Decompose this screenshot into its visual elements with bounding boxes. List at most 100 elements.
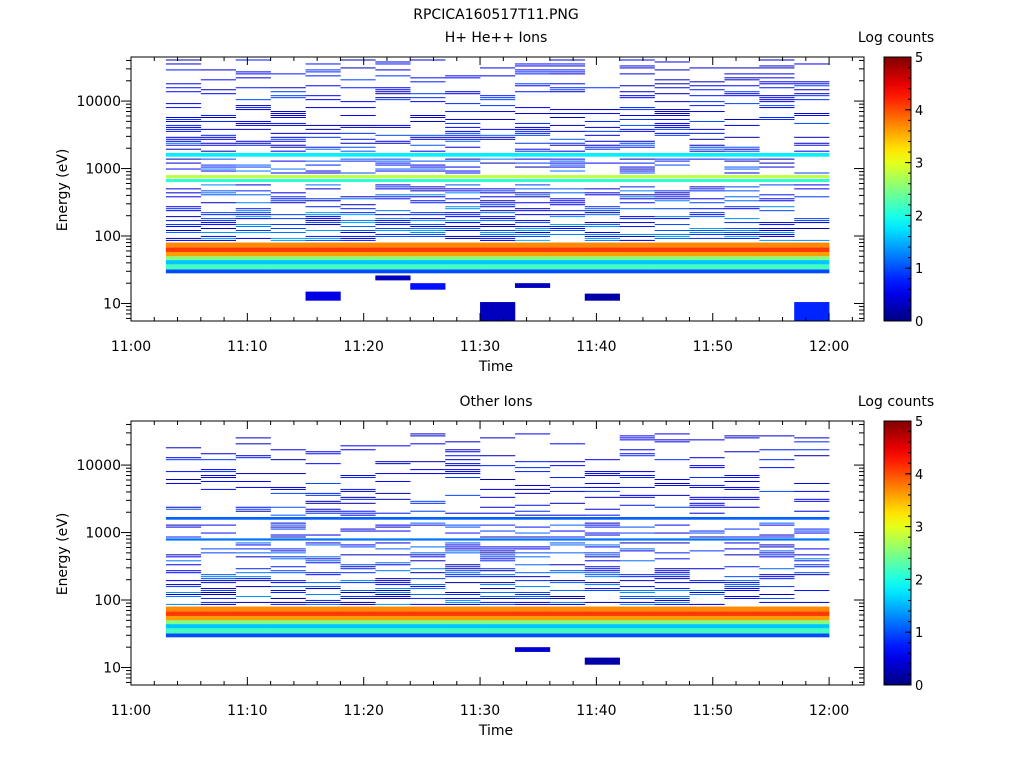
sparse-cell bbox=[619, 95, 655, 97]
band-cell bbox=[724, 152, 760, 157]
sparse-cell bbox=[235, 107, 271, 109]
sparse-cell bbox=[514, 231, 551, 233]
sparse-cell bbox=[480, 196, 516, 198]
sparse-cell bbox=[619, 235, 655, 237]
sparse-cell bbox=[480, 603, 516, 605]
sparse-cell bbox=[165, 231, 202, 233]
sparse-cell bbox=[340, 490, 376, 492]
sparse-cell bbox=[445, 477, 481, 479]
sparse-cell bbox=[480, 233, 516, 235]
colorbar-scale bbox=[883, 420, 912, 686]
band-cell bbox=[480, 538, 516, 541]
sparse-cell bbox=[794, 220, 830, 222]
sparse-cell bbox=[654, 576, 690, 578]
sparse-cell bbox=[689, 506, 725, 508]
sparse-cell bbox=[480, 592, 516, 594]
sparse-cell bbox=[619, 140, 655, 142]
sparse-cell bbox=[480, 588, 516, 590]
band-cell bbox=[410, 615, 446, 621]
sparse-cell bbox=[375, 570, 411, 572]
band-cell bbox=[654, 152, 690, 157]
x-tick-label: 11:10 bbox=[227, 339, 267, 355]
sparse-cell bbox=[689, 228, 725, 230]
sparse-cell bbox=[654, 69, 690, 71]
band-cell bbox=[410, 178, 446, 183]
sparse-cell bbox=[514, 514, 551, 516]
sparse-cell bbox=[410, 231, 446, 233]
sparse-cell bbox=[689, 603, 725, 605]
band-cell bbox=[445, 260, 481, 265]
band-cell bbox=[165, 606, 202, 612]
sparse-cell bbox=[619, 216, 655, 218]
sparse-cell bbox=[270, 111, 306, 113]
sparse-cell bbox=[654, 200, 690, 202]
sparse-cell bbox=[340, 568, 376, 570]
colorbar-tick-label: 4 bbox=[915, 468, 923, 483]
sparse-cell bbox=[794, 142, 830, 144]
sparse-cell bbox=[549, 113, 586, 115]
sparse-cell bbox=[794, 93, 830, 95]
band-cell bbox=[410, 516, 446, 520]
sparse-cell bbox=[584, 109, 620, 111]
sparse-cell bbox=[724, 73, 760, 75]
band-cell bbox=[549, 264, 586, 270]
band-cell bbox=[549, 175, 586, 179]
band-cell bbox=[305, 260, 341, 265]
band-cell bbox=[584, 516, 620, 520]
sparse-cell bbox=[584, 120, 620, 122]
band-cell bbox=[759, 264, 795, 270]
sparse-cell bbox=[270, 566, 306, 568]
sparse-cell bbox=[340, 502, 376, 504]
sparse-cell bbox=[445, 126, 481, 128]
sparse-cell bbox=[375, 498, 411, 500]
sparse-cell bbox=[235, 142, 271, 144]
band-cell bbox=[794, 269, 830, 274]
sparse-cell bbox=[305, 542, 341, 544]
sparse-cell bbox=[654, 237, 690, 239]
band-cell bbox=[410, 260, 446, 265]
sparse-cell bbox=[654, 208, 690, 210]
band-cell bbox=[759, 620, 795, 625]
sparse-cell bbox=[549, 83, 586, 85]
sparse-cell bbox=[410, 220, 446, 222]
sparse-cell bbox=[235, 508, 271, 510]
sparse-cell bbox=[270, 582, 306, 584]
sparse-cell bbox=[270, 146, 306, 148]
sparse-cell bbox=[514, 184, 551, 186]
sparse-cell bbox=[375, 218, 411, 220]
sparse-cell bbox=[619, 494, 655, 496]
sparse-cell bbox=[689, 101, 725, 103]
sparse-cell bbox=[480, 190, 516, 192]
sparse-cell bbox=[340, 544, 376, 546]
band-cell bbox=[480, 633, 516, 638]
sparse-cell bbox=[794, 455, 830, 457]
sparse-cell bbox=[305, 75, 341, 77]
sparse-cell bbox=[235, 105, 271, 107]
band-cell bbox=[759, 516, 795, 520]
band-cell bbox=[689, 242, 725, 248]
sparse-cell bbox=[794, 482, 830, 484]
band-cell bbox=[619, 269, 655, 274]
sparse-cell bbox=[375, 594, 411, 595]
band-cell bbox=[165, 269, 202, 274]
sparse-cell bbox=[165, 63, 202, 65]
sparse-cell bbox=[654, 126, 690, 128]
sparse-cell bbox=[794, 115, 830, 117]
band-cell bbox=[724, 242, 760, 248]
sparse-cell bbox=[305, 482, 341, 484]
band-cell bbox=[654, 256, 690, 261]
sparse-cell bbox=[200, 453, 237, 455]
sparse-cell bbox=[549, 198, 586, 200]
sparse-cell bbox=[584, 237, 620, 239]
sparse-cell bbox=[480, 560, 516, 562]
sparse-cell bbox=[445, 494, 481, 496]
band-cell bbox=[200, 633, 237, 638]
sparse-cell bbox=[270, 486, 306, 488]
sparse-cell bbox=[270, 534, 306, 536]
sparse-cell bbox=[514, 594, 551, 595]
sparse-cell bbox=[759, 459, 795, 461]
sparse-cell bbox=[549, 59, 586, 61]
sparse-cell bbox=[410, 81, 446, 83]
isolated-cell bbox=[375, 275, 411, 281]
band-cell bbox=[410, 620, 446, 625]
